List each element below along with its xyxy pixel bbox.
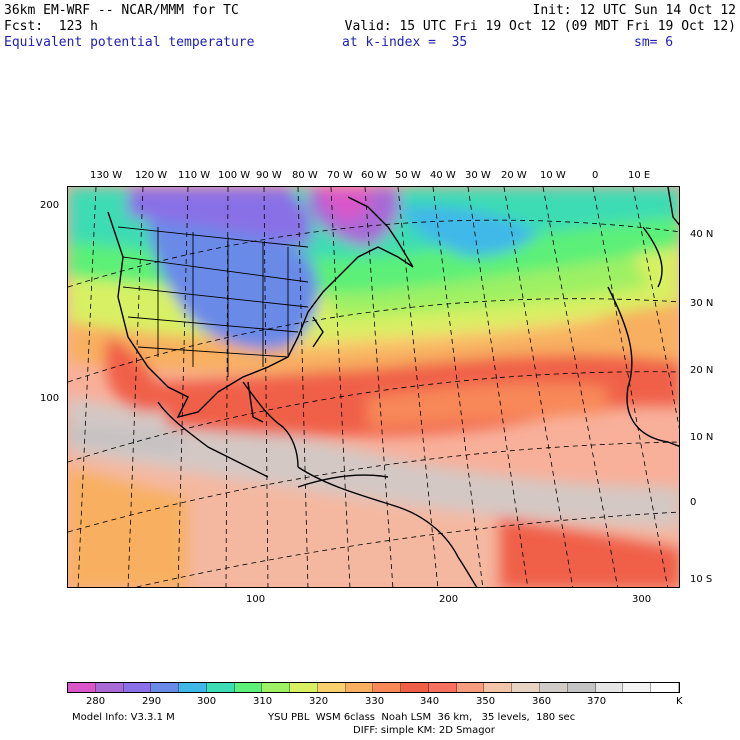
init-time: Init: 12 UTC Sun 14 Oct 12 [532,3,737,18]
valid-time: Valid: 15 UTC Fri 19 Oct 12 (09 MDT Fri … [344,19,736,34]
colorbar-label: 300 [197,696,217,707]
colorbar-swatch [540,683,568,692]
lon-label: 30 W [465,170,491,181]
colorbar-swatch [428,683,457,692]
lon-label: 40 W [430,170,456,181]
colorbar-label: 360 [532,696,552,707]
lon-label: 10 E [628,170,651,181]
lat-label: 40 N [690,229,714,240]
lon-label: 60 W [361,170,387,181]
colorbar-swatch [123,683,152,692]
grid-y-label: 100 [40,393,60,404]
lat-label: 20 N [690,365,714,376]
colorbar-label: 310 [253,696,273,707]
colorbar-label: 280 [86,696,106,707]
lon-label: 20 W [501,170,527,181]
lon-label: 50 W [395,170,421,181]
colorbar-swatch [595,683,624,692]
colorbar-label: 370 [587,696,607,707]
lon-label: 10 W [540,170,566,181]
level-label: at k-index = 35 [342,35,468,50]
colorbar-swatch [317,683,346,692]
smoothing-label: sm= 6 [634,35,674,50]
lat-label: 30 N [690,298,714,309]
lat-label: 0 [690,497,697,508]
colorbar-swatch [234,683,263,692]
lon-label: 80 W [292,170,318,181]
grid-x-label: 100 [246,594,266,605]
colorbar-swatch [456,683,485,692]
colorbar-swatch [151,683,180,692]
grid-y-label: 200 [40,200,60,211]
lon-label: 0 [592,170,599,181]
lon-label: 130 W [90,170,123,181]
lon-label: 100 W [218,170,251,181]
colorbar-swatch [206,683,235,692]
grid-x-label: 200 [439,594,459,605]
lat-label: 10 N [690,432,714,443]
colorbar-swatch [179,683,207,692]
colorbar-label: 350 [476,696,496,707]
colorbar-swatch [373,683,402,692]
colorbar-swatch [95,683,124,692]
colorbar-swatch [484,683,513,692]
physics-info: YSU PBL WSM 6class Noah LSM 36 km, 35 le… [268,712,576,723]
theta-e-field [68,187,679,587]
lat-label: 10 S [690,574,713,585]
field-name: Equivalent potential temperature [4,35,255,50]
colorbar-swatch [345,683,374,692]
forecast-hour: Fcst: 123 h [4,19,98,34]
map-graphic [68,187,679,587]
colorbar-swatch [68,683,96,692]
colorbar-swatch [512,683,541,692]
colorbar-units: K [676,696,683,707]
colorbar-label: 320 [309,696,329,707]
diffusion-info: DIFF: simple KM: 2D Smagor [353,725,495,736]
model-title: 36km EM-WRF -- NCAR/MMM for TC [4,3,239,18]
lon-label: 70 W [327,170,353,181]
colorbar-label: 340 [420,696,440,707]
colorbar-swatch [651,683,679,692]
model-info: Model Info: V3.3.1 M [72,712,175,723]
colorbar-swatch [290,683,318,692]
colorbar [67,682,680,693]
lon-label: 120 W [135,170,168,181]
colorbar-label: 330 [365,696,385,707]
colorbar-swatch [262,683,291,692]
lon-label: 110 W [178,170,211,181]
grid-x-label: 300 [632,594,652,605]
colorbar-swatch [567,683,596,692]
colorbar-swatch [623,683,652,692]
lon-label: 90 W [256,170,282,181]
colorbar-label: 290 [142,696,162,707]
theta-e-map [67,186,680,588]
colorbar-swatch [401,683,429,692]
state-borders [117,226,309,377]
